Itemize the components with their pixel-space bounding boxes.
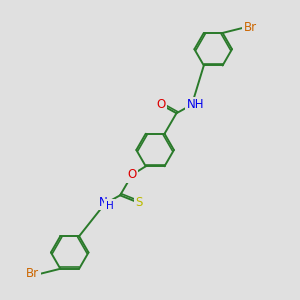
Text: Br: Br <box>26 267 39 280</box>
Text: O: O <box>157 98 166 111</box>
Text: NH: NH <box>187 98 204 111</box>
Text: Br: Br <box>244 21 257 34</box>
Text: S: S <box>135 196 142 208</box>
Text: O: O <box>128 168 137 181</box>
Text: N: N <box>99 196 107 208</box>
Text: H: H <box>106 201 114 211</box>
